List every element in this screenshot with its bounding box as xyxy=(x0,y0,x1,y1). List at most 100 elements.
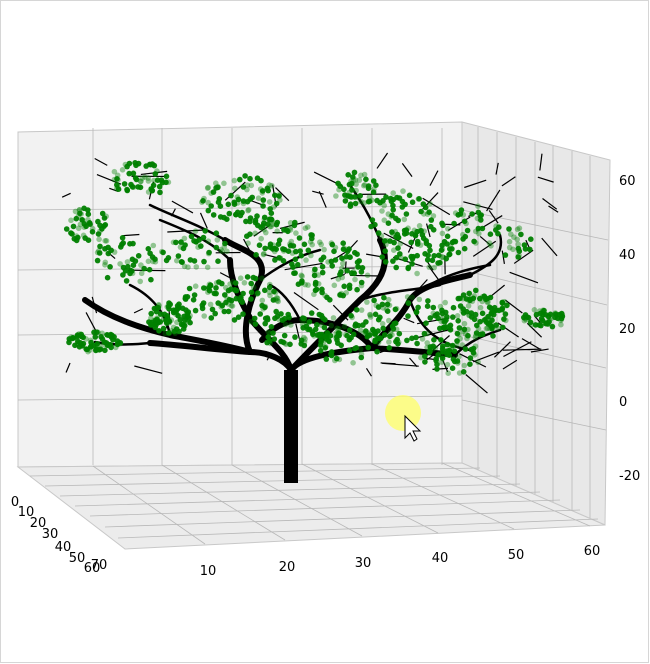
foliage-point xyxy=(352,249,358,256)
foliage-point xyxy=(121,181,128,187)
foliage-point xyxy=(132,175,139,181)
foliage-point xyxy=(460,328,466,335)
foliage-point xyxy=(365,344,372,351)
foliage-point xyxy=(215,300,221,306)
foliage-point xyxy=(181,235,188,242)
foliage-point xyxy=(454,338,461,345)
foliage-point xyxy=(102,262,108,268)
branch-twig xyxy=(383,232,414,249)
foliage-point xyxy=(126,170,132,177)
foliage-point xyxy=(149,254,156,260)
foliage-point xyxy=(96,248,102,254)
x-tick-label: 40 xyxy=(432,551,449,566)
branch-twig xyxy=(495,162,499,175)
foliage-point xyxy=(285,311,292,318)
foliage-point xyxy=(178,321,185,328)
foliage-point xyxy=(531,307,538,313)
grid-line xyxy=(17,265,463,271)
foliage-point xyxy=(506,226,512,232)
foliage-point xyxy=(267,223,273,230)
foliage-point xyxy=(222,240,228,247)
foliage-point xyxy=(389,229,395,235)
foliage-point xyxy=(483,325,490,332)
foliage-point xyxy=(101,339,108,346)
foliage-point xyxy=(145,189,152,195)
foliage-point xyxy=(451,348,458,355)
foliage-point xyxy=(460,231,466,238)
foliage-point xyxy=(383,306,390,313)
foliage-point xyxy=(367,312,374,318)
foliage-point xyxy=(501,316,507,322)
foliage-point xyxy=(338,342,345,349)
foliage-point xyxy=(416,228,422,234)
foliage-point xyxy=(516,248,523,254)
foliage-point xyxy=(84,346,90,353)
grid-line xyxy=(17,395,463,401)
foliage-point xyxy=(114,176,120,182)
foliage-point xyxy=(240,200,247,207)
foliage-point xyxy=(186,285,193,292)
foliage-point xyxy=(152,259,159,265)
foliage-point xyxy=(444,348,450,354)
foliage-point xyxy=(470,295,477,302)
foliage-point xyxy=(495,230,501,237)
foliage-point xyxy=(433,357,439,364)
foliage-point xyxy=(341,323,348,330)
foliage-point xyxy=(260,223,266,229)
foliage-point xyxy=(205,184,211,191)
foliage-point xyxy=(352,345,358,352)
foliage-point xyxy=(422,359,428,365)
foliage-point xyxy=(425,252,431,259)
branch-twig xyxy=(526,322,543,338)
foliage-point xyxy=(527,246,533,253)
foliage-point xyxy=(201,258,207,265)
foliage-point xyxy=(174,257,180,264)
foliage-point xyxy=(355,264,362,270)
foliage-point xyxy=(267,292,273,299)
foliage-point xyxy=(198,243,204,249)
foliage-point xyxy=(506,244,513,251)
foliage-point xyxy=(328,349,335,355)
foliage-point xyxy=(319,269,326,276)
foliage-point xyxy=(450,304,457,311)
foliage-point xyxy=(141,265,147,272)
foliage-point xyxy=(328,240,335,246)
foliage-point xyxy=(312,266,318,273)
y-tick-label: 10 xyxy=(18,505,35,520)
foliage-point xyxy=(479,310,486,317)
foliage-point xyxy=(265,329,272,335)
foliage-point xyxy=(454,338,460,344)
foliage-point xyxy=(247,175,253,182)
foliage-point xyxy=(396,330,403,337)
foliage-point xyxy=(192,307,199,314)
foliage-point xyxy=(388,198,395,205)
foliage-point xyxy=(484,299,491,305)
foliage-point xyxy=(358,198,364,205)
foliage-point xyxy=(336,326,342,332)
foliage-point xyxy=(360,322,366,328)
foliage-point xyxy=(439,230,446,237)
foliage-point xyxy=(247,231,253,237)
foliage-point xyxy=(346,285,353,292)
foliage-point xyxy=(397,240,404,247)
foliage-point xyxy=(268,324,275,330)
foliage-point xyxy=(386,339,392,345)
foliage-point xyxy=(414,340,420,347)
foliage-point xyxy=(248,318,254,325)
foliage-point xyxy=(446,352,453,359)
foliage-point xyxy=(486,240,493,246)
foliage-point xyxy=(375,316,382,323)
branch-twig xyxy=(365,368,372,377)
branch-twig xyxy=(411,279,428,298)
foliage-point xyxy=(301,339,308,345)
foliage-point xyxy=(244,186,250,193)
foliage-point xyxy=(369,217,376,223)
foliage-point xyxy=(193,238,199,245)
foliage-point xyxy=(346,254,353,260)
foliage-point xyxy=(386,317,392,324)
foliage-point xyxy=(408,253,415,260)
foliage-point xyxy=(309,232,315,238)
foliage-point xyxy=(297,248,304,254)
foliage-point xyxy=(252,275,259,282)
foliage-point xyxy=(135,184,141,190)
